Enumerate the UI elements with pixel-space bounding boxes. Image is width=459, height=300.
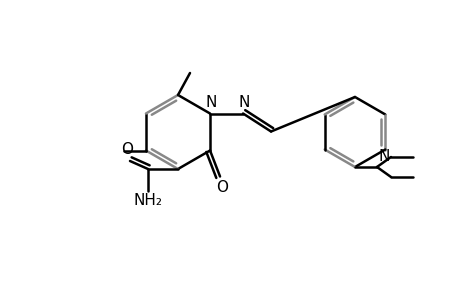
Text: O: O <box>216 181 228 196</box>
Text: NH₂: NH₂ <box>133 193 162 208</box>
Text: O: O <box>121 142 133 157</box>
Text: N: N <box>378 149 390 164</box>
Text: N: N <box>205 94 216 110</box>
Text: N: N <box>238 94 249 110</box>
